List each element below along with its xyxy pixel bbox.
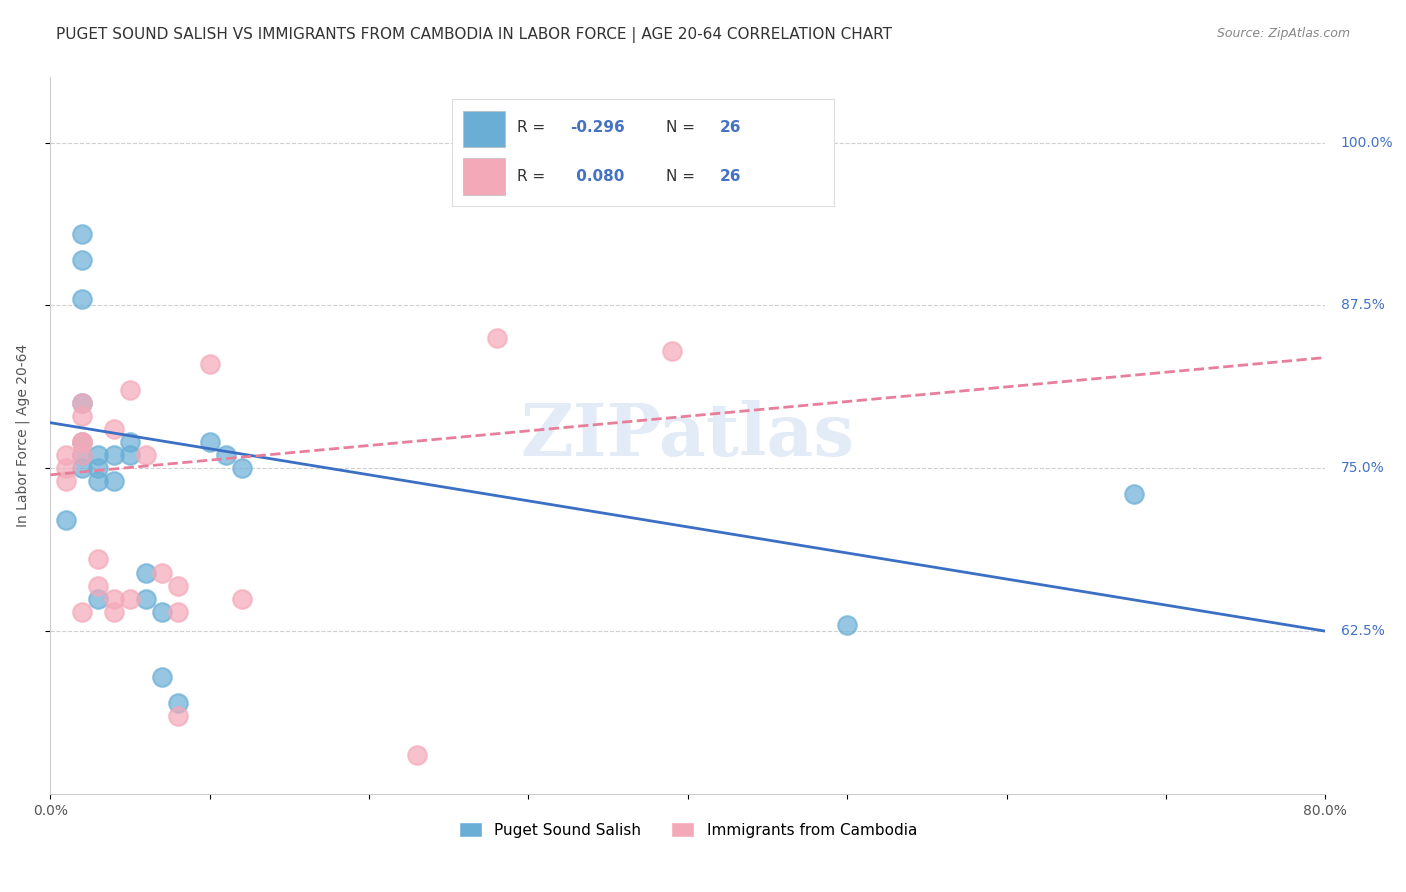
Point [70,435,93,450]
Point [87,578,110,592]
Point [70,448,93,462]
Point [166,696,188,710]
Point [103,448,125,462]
Point [87,591,110,606]
Point [70,605,93,619]
Text: 100.0%: 100.0% [1340,136,1393,150]
Point [485,331,508,345]
Point [198,357,221,371]
Point [70,227,93,241]
Text: Source: ZipAtlas.com: Source: ZipAtlas.com [1216,27,1350,40]
Point [214,448,236,462]
Point [150,605,173,619]
Point [166,709,188,723]
Point [87,475,110,489]
Point [406,747,429,762]
Point [87,461,110,475]
Point [150,566,173,580]
Point [166,578,188,592]
Point [70,435,93,450]
Point [118,448,141,462]
Text: 75.0%: 75.0% [1340,461,1385,475]
Point [661,344,683,359]
Point [118,383,141,397]
Point [150,670,173,684]
Point [135,591,157,606]
Text: 62.5%: 62.5% [1340,624,1385,638]
Point [837,617,859,632]
Point [135,448,157,462]
Point [70,292,93,306]
Legend: Puget Sound Salish, Immigrants from Cambodia: Puget Sound Salish, Immigrants from Camb… [453,815,922,844]
Point [166,605,188,619]
Point [55,448,77,462]
Point [70,461,93,475]
Point [231,591,253,606]
Point [55,475,77,489]
Point [1123,487,1146,501]
Point [55,513,77,527]
Y-axis label: In Labor Force | Age 20-64: In Labor Force | Age 20-64 [15,344,30,527]
Point [87,552,110,566]
Point [70,396,93,410]
Point [103,591,125,606]
Point [135,566,157,580]
Point [70,409,93,424]
Point [70,435,93,450]
Text: PUGET SOUND SALISH VS IMMIGRANTS FROM CAMBODIA IN LABOR FORCE | AGE 20-64 CORREL: PUGET SOUND SALISH VS IMMIGRANTS FROM CA… [56,27,893,43]
Point [118,435,141,450]
Point [103,422,125,436]
Point [103,475,125,489]
Point [231,461,253,475]
Text: 87.5%: 87.5% [1340,299,1385,312]
Point [87,448,110,462]
Point [198,435,221,450]
Point [70,252,93,267]
Point [70,396,93,410]
Point [70,448,93,462]
Point [55,461,77,475]
Point [103,605,125,619]
Text: ZIPatlas: ZIPatlas [520,401,855,471]
Point [118,591,141,606]
